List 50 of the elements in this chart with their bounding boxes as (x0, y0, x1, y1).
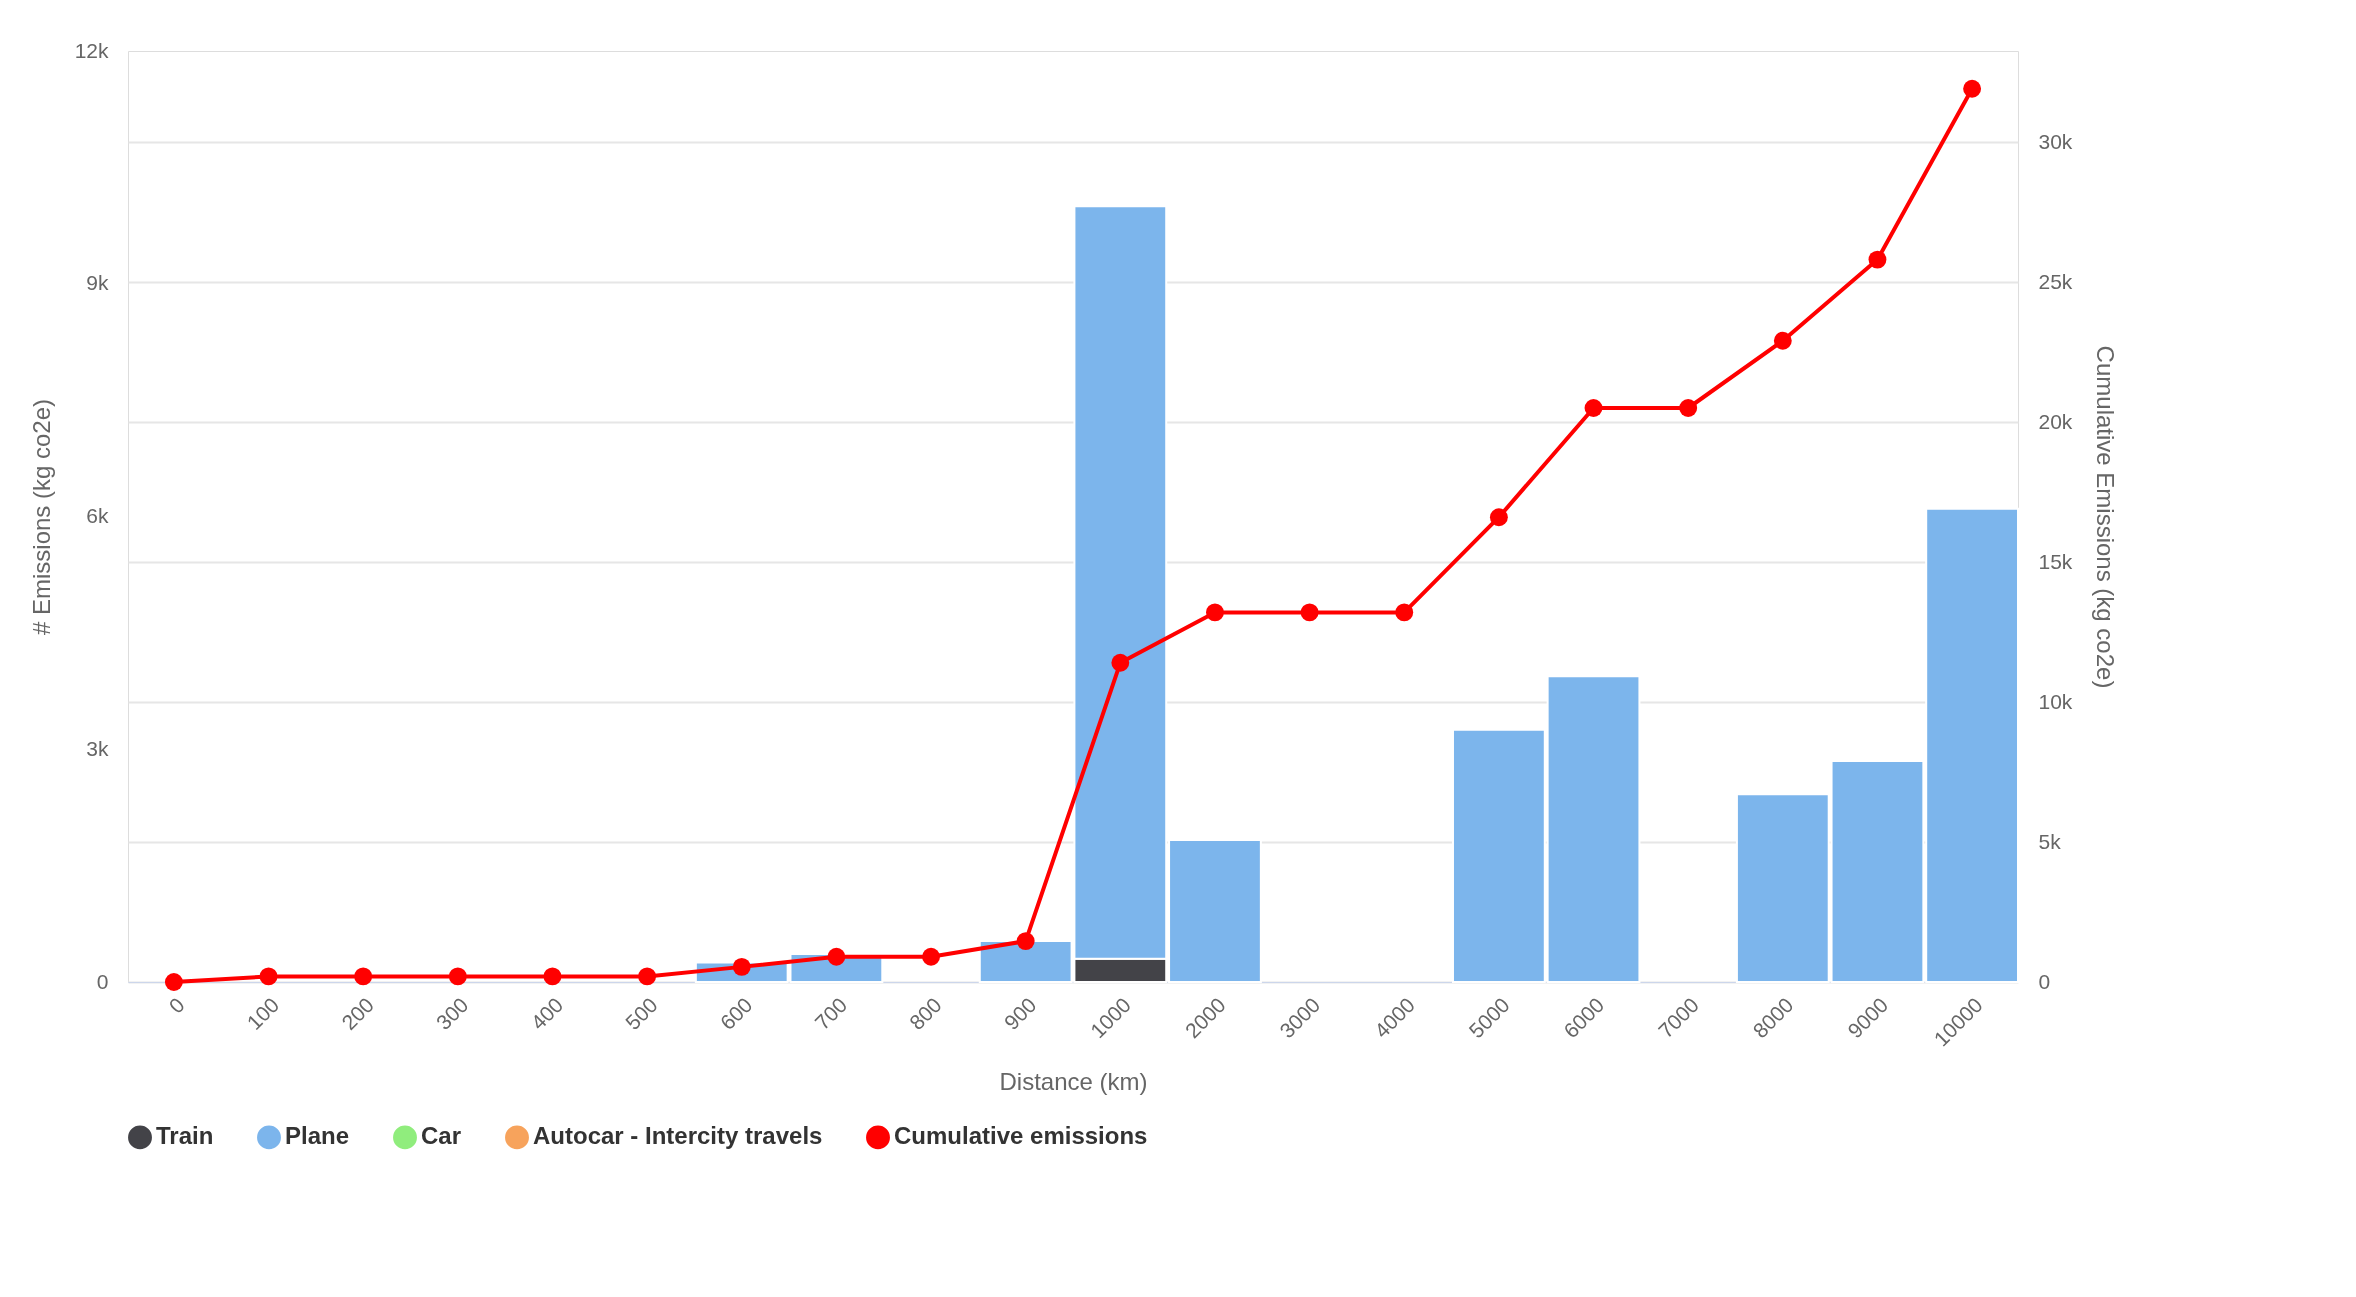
point (1300, 603, 1319, 622)
legend-label: Car (421, 1122, 462, 1150)
y-tick-label: 9k (86, 271, 109, 295)
y2-tick-label: 20k (2038, 409, 2073, 433)
y-tick-label: 6k (86, 504, 109, 527)
y2-tick-label: 25k (2038, 269, 2073, 293)
point (543, 967, 562, 986)
point (259, 967, 278, 986)
y2-tick-label: 0 (2038, 969, 2051, 993)
y2-axis-title: Cumulative Emissions (kg co2e) (2092, 345, 2120, 689)
point (1773, 331, 1792, 350)
x-tick-label: 0 (164, 993, 189, 1018)
point (448, 967, 467, 986)
point (1584, 399, 1603, 417)
y-axis-title: # Emissions (kg co2e) (27, 398, 55, 636)
point (1395, 603, 1414, 622)
y2-tick-label: 5k (2038, 829, 2062, 853)
y2-tick-label: 10k (2038, 689, 2073, 713)
point (638, 967, 657, 986)
legend-label: Plane (285, 1122, 350, 1150)
point (1679, 399, 1698, 417)
legend-label: Autocar - Intercity travels (533, 1122, 823, 1150)
x-tick-label: 300 (431, 993, 473, 1035)
x-tick-label: 900 (999, 993, 1041, 1035)
x-tick-label: 200 (336, 993, 379, 1035)
x-tick-label: 400 (526, 993, 568, 1035)
x-tick-label: 700 (810, 993, 852, 1035)
point (1868, 250, 1887, 269)
point (1016, 932, 1035, 951)
y-tick-label: 0 (96, 969, 109, 993)
point (1963, 79, 1982, 98)
point (354, 967, 373, 986)
x-tick-label: 600 (715, 993, 757, 1035)
point (732, 957, 751, 976)
point (164, 973, 183, 991)
y2-tick-label: 30k (2038, 129, 2073, 153)
legend-label: Train (156, 1122, 214, 1150)
point (922, 947, 940, 966)
y2-tick-label: 15k (2038, 549, 2073, 573)
point (1111, 653, 1130, 672)
x-tick-label: 500 (620, 993, 662, 1035)
x-tick-label: 800 (904, 993, 946, 1035)
x-axis-title: Distance (km) (999, 1067, 1148, 1095)
point (827, 947, 846, 966)
point (1489, 508, 1508, 527)
y-tick-label: 3k (86, 736, 109, 760)
point (1206, 603, 1224, 622)
x-tick-label: 100 (242, 993, 284, 1035)
y-tick-label: 12k (74, 38, 109, 62)
legend-label: Cumulative emissions (894, 1122, 1148, 1150)
